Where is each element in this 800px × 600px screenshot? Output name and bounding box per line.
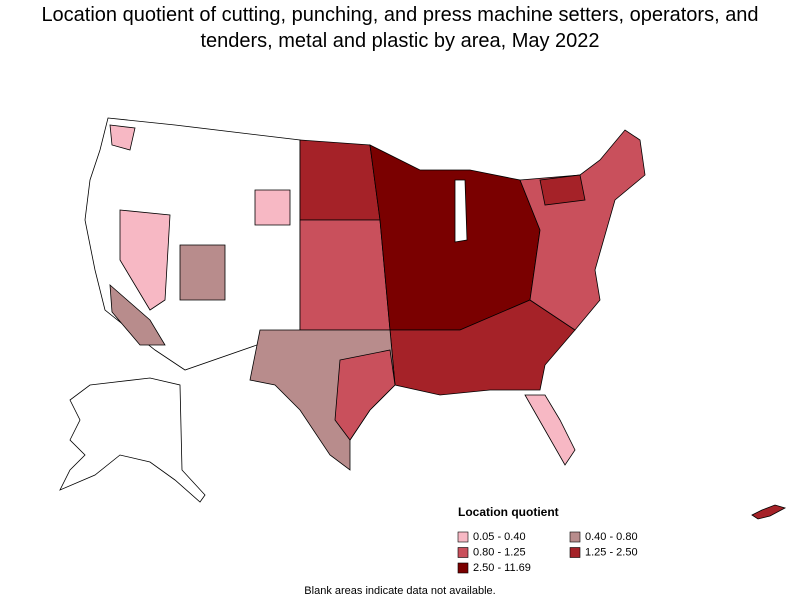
legend-label: 1.25 - 2.50 — [585, 546, 638, 558]
region — [299, 139, 381, 221]
map-title: Location quotient of cutting, punching, … — [41, 4, 759, 52]
legend-swatch — [457, 547, 469, 558]
region — [524, 394, 576, 466]
region — [109, 284, 166, 346]
legend-label: 0.80 - 1.25 — [473, 546, 526, 558]
region — [539, 174, 586, 206]
legend-label: 0.40 - 0.80 — [585, 531, 638, 543]
region — [299, 219, 391, 331]
legend-label: 2.50 - 11.69 — [473, 562, 531, 574]
legend: Location quotient 0.05 - 0.40 0.40 - 0.80… — [457, 505, 638, 574]
legend-swatch — [457, 531, 469, 543]
region — [119, 209, 171, 311]
legend-swatch — [569, 531, 581, 543]
legend-label: 0.05 - 0.40 — [473, 531, 526, 543]
region — [334, 349, 396, 441]
region — [389, 299, 576, 396]
lake — [454, 179, 468, 243]
alaska — [59, 377, 206, 503]
legend-swatch — [569, 547, 581, 558]
lower-48 — [84, 117, 646, 471]
legend-title: Location quotient — [458, 505, 559, 519]
region — [254, 189, 291, 226]
hawaii — [751, 504, 787, 520]
footnote: Blank areas indicate data not available. — [304, 585, 495, 597]
legend-swatch — [457, 562, 469, 574]
region — [109, 124, 136, 151]
region — [179, 244, 226, 301]
